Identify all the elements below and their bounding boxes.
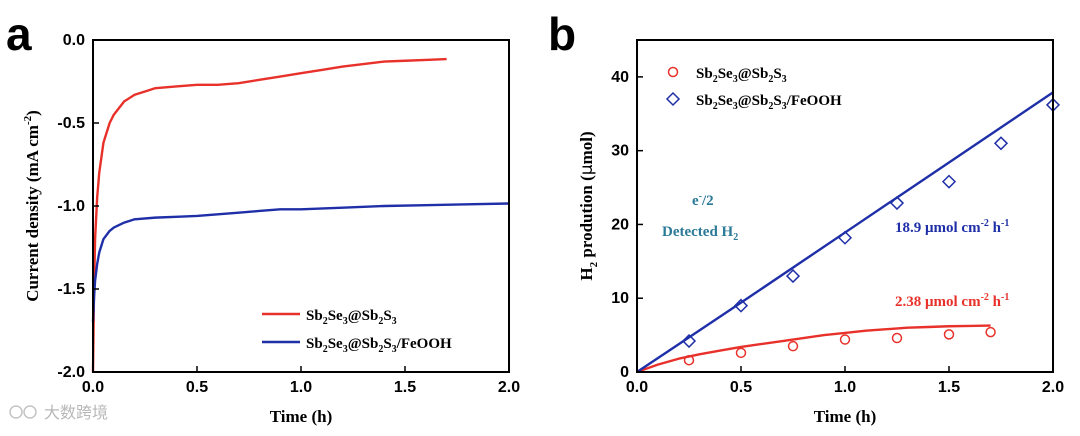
data-point-circle [943, 329, 955, 340]
panel-b-x-axis-title: Time (h) [814, 407, 877, 426]
y-tick-label: 0.0 [63, 32, 85, 49]
panel-a-frame [92, 39, 510, 373]
panel-b-y-axis-title: H2 prodution (μmol) [577, 131, 600, 280]
panel-b-y-title-mu: μ [577, 164, 597, 175]
data-point-circle [891, 332, 903, 344]
x-tick-label: 0.0 [82, 379, 104, 396]
panel-a-x-axis-title: Time (h) [270, 407, 333, 426]
panel-b-y-title-rest: prodution ( [577, 175, 596, 262]
panel-b-y-ticks: 0 10 20 30 40 [611, 69, 643, 381]
panel-b-frame [636, 39, 1054, 373]
panel-a-y-axis-title: Current density (mA cm-2) [22, 110, 42, 302]
panel-b-legend-circle-marker [667, 66, 679, 78]
x-tick-label: 1.5 [938, 379, 960, 396]
series-line-1 [91, 202, 510, 323]
data-point-diamond [941, 174, 957, 189]
y-tick-label: 0 [620, 364, 629, 381]
panel-a-x-ticks: 0.0 0.5 1.0 1.5 2.0 [82, 366, 520, 396]
panel-b-legend-label-1: Sb2Se3@Sb2S3 [696, 66, 787, 85]
x-tick-label: 0.5 [730, 379, 752, 396]
panel-b-y-title-h: H [577, 267, 596, 280]
x-tick-label: 1.0 [834, 379, 856, 396]
y-tick-label: -0.5 [57, 115, 85, 132]
y-tick-label: 30 [611, 143, 629, 160]
panel-b-legend-diamond-marker [665, 91, 681, 107]
x-tick-label: 1.5 [394, 379, 416, 396]
y-tick-label: -1.0 [57, 198, 85, 215]
panel-a: a 0.0 0.5 1.0 1.5 2.0 0.0 -0.5 -1.0 -1.5 -2.0 Ti… [6, 8, 520, 426]
y-tick-label: -1.5 [57, 281, 85, 298]
data-point-circle [839, 334, 851, 345]
panel-b-legend: Sb2Se3@Sb2S3 Sb2Se3@Sb2S3/FeOOH [665, 66, 842, 112]
data-point-diamond [733, 298, 749, 313]
panel-a-legend-label-1: Sb2Se3@Sb2S3 [306, 308, 397, 327]
data-point-circle [787, 340, 799, 352]
panel-a-y-ticks: 0.0 -0.5 -1.0 -1.5 -2.0 [57, 32, 99, 381]
panel-b-y-title-sub: 2 [588, 261, 600, 267]
x-tick-label: 2.0 [498, 379, 520, 396]
y-tick-label: 10 [611, 290, 629, 307]
y-tick-label: 20 [611, 216, 629, 233]
panel-b-plot-area [636, 91, 1061, 374]
data-point-circle [985, 326, 996, 338]
panel-b-annotation-detected-h2: Detected H2 [662, 224, 738, 243]
series-line-0 [91, 57, 447, 373]
panel-a-y-title-sup: -2 [22, 115, 34, 125]
panel-b-letter: b [548, 8, 576, 60]
y-tick-label: -2.0 [57, 364, 85, 381]
series-line-3 [636, 91, 1054, 373]
panel-b: b 0.0 0.5 1.0 1.5 2.0 0 10 20 30 40 Time (h) H2 … [548, 8, 1064, 426]
panel-a-letter: a [6, 8, 32, 60]
panel-a-y-title-main: Current density (mA cm [23, 125, 42, 302]
panel-b-legend-label-2: Sb2Se3@Sb2S3/FeOOH [696, 93, 842, 112]
panel-b-annotation-e-half: e-/2 [692, 191, 714, 209]
panel-b-annotation-rate-blue: 18.9 μmol cm-2 h-1 [895, 218, 1009, 236]
series-line-2 [636, 324, 991, 374]
panel-b-x-ticks: 0.0 0.5 1.0 1.5 2.0 [626, 366, 1064, 396]
panel-a-legend-label-2: Sb2Se3@Sb2S3/FeOOH [306, 336, 452, 355]
panel-b-y-title-tail: mol) [577, 131, 596, 164]
x-tick-label: 0.0 [626, 379, 648, 396]
x-tick-label: 1.0 [290, 379, 312, 396]
watermark-logo-icon [9, 405, 23, 419]
panel-a-y-title-close: ) [23, 110, 42, 116]
watermark-logo-icon-2 [23, 405, 37, 419]
panel-a-plot-area [91, 57, 510, 373]
panel-b-annotation-rate-red: 2.38 μmol cm-2 h-1 [895, 292, 1009, 310]
watermark: 大数跨境 [9, 403, 108, 422]
data-point-diamond [785, 269, 801, 284]
panel-a-legend: Sb2Se3@Sb2S3 Sb2Se3@Sb2S3/FeOOH [262, 308, 452, 355]
data-point-circle [735, 347, 747, 359]
data-point-diamond [993, 136, 1009, 151]
y-tick-label: 40 [611, 69, 629, 86]
x-tick-label: 0.5 [186, 379, 208, 396]
watermark-text: 大数跨境 [44, 403, 108, 422]
x-tick-label: 2.0 [1042, 379, 1064, 396]
